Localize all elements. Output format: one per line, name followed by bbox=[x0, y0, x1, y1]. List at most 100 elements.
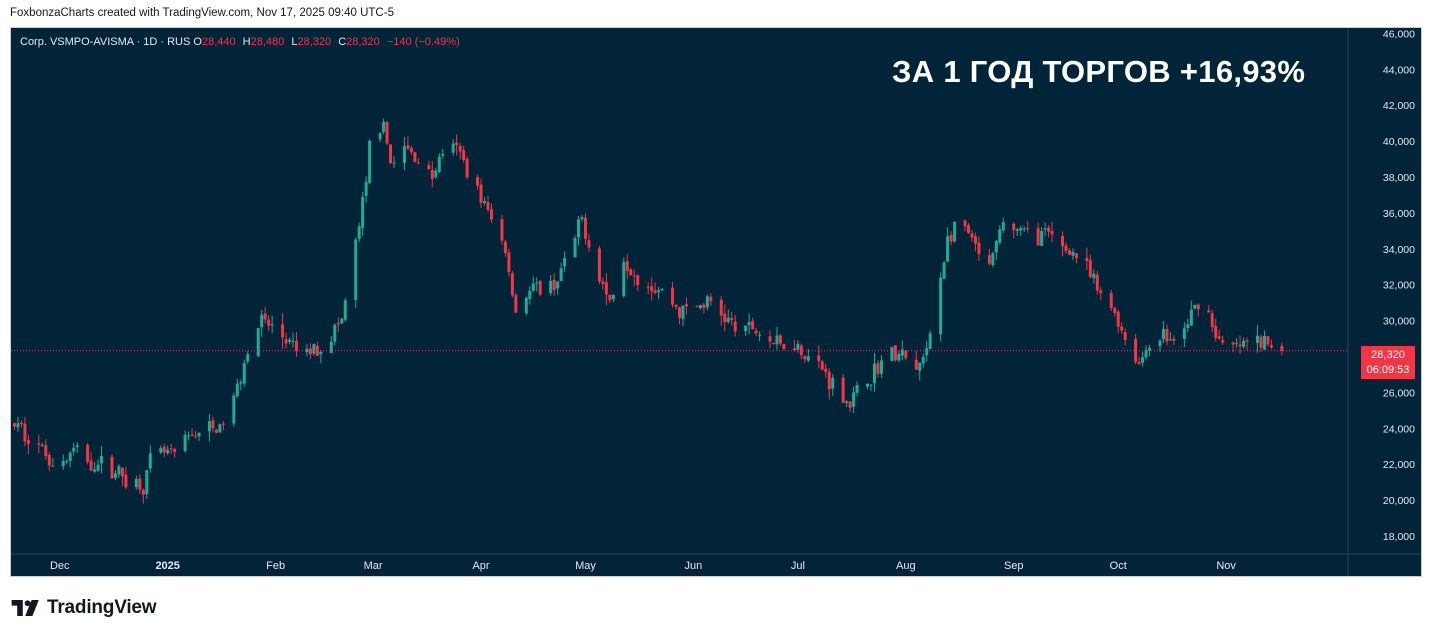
candle-body bbox=[653, 290, 657, 294]
candle-body bbox=[904, 350, 908, 359]
candle-body bbox=[977, 242, 981, 255]
candle-body bbox=[869, 384, 873, 386]
tradingview-logo-icon bbox=[11, 600, 39, 616]
x-tick-label: 2025 bbox=[155, 560, 179, 572]
candle-body bbox=[409, 147, 413, 153]
candle-body bbox=[872, 363, 876, 384]
candle-body bbox=[110, 456, 114, 479]
candle-body bbox=[796, 343, 800, 350]
candle-body bbox=[824, 368, 828, 372]
candle-body bbox=[23, 423, 27, 442]
y-tick-label: 38,000 bbox=[1383, 172, 1415, 184]
candle-body bbox=[942, 262, 946, 279]
candle-body bbox=[1071, 251, 1075, 256]
candle-body bbox=[1092, 273, 1096, 279]
candle-body bbox=[1217, 336, 1221, 339]
candle-body bbox=[1193, 304, 1197, 309]
chart-credit: FoxbonzaCharts created with TradingView.… bbox=[10, 7, 394, 19]
candle-body bbox=[1047, 227, 1051, 232]
candle-body bbox=[604, 282, 608, 295]
y-tick-label: 26,000 bbox=[1383, 387, 1415, 399]
candle-body bbox=[16, 423, 20, 428]
candle-body bbox=[312, 344, 316, 354]
candle-body bbox=[281, 324, 285, 338]
candle-body bbox=[1064, 245, 1068, 251]
candle-body bbox=[1186, 324, 1190, 328]
candle-body bbox=[848, 401, 852, 408]
candle-body bbox=[47, 454, 51, 466]
candle-body bbox=[681, 305, 685, 319]
y-tick-label: 32,000 bbox=[1383, 280, 1415, 292]
candle-body bbox=[845, 401, 849, 403]
close-value: 28,320 bbox=[346, 36, 380, 48]
candle-body bbox=[166, 449, 170, 454]
candle-body bbox=[1134, 338, 1138, 363]
candle-body bbox=[1242, 340, 1246, 347]
candle-body bbox=[232, 395, 236, 424]
y-tick-label: 22,000 bbox=[1383, 459, 1415, 471]
candle-body bbox=[597, 248, 601, 282]
candle-body bbox=[267, 319, 271, 326]
candle-body bbox=[1099, 290, 1103, 293]
high-label: H bbox=[242, 36, 251, 48]
candle-body bbox=[44, 445, 48, 457]
candle-body bbox=[580, 217, 584, 220]
low-label: L bbox=[291, 36, 298, 48]
candle-body bbox=[40, 445, 44, 447]
candle-body bbox=[758, 334, 762, 336]
candle-body bbox=[406, 145, 410, 149]
candle-body bbox=[1085, 258, 1089, 262]
candle-body bbox=[402, 146, 406, 163]
candle-body bbox=[778, 335, 782, 344]
candle-body bbox=[190, 434, 194, 436]
candle-body bbox=[1210, 313, 1214, 328]
price-chart[interactable]: 18,00020,00022,00024,00026,00028,00030,0… bbox=[11, 28, 1422, 577]
candle-body bbox=[479, 184, 483, 204]
candle-body bbox=[806, 356, 810, 361]
candle-body bbox=[288, 339, 292, 342]
candle-body bbox=[1235, 343, 1239, 345]
open-value: 28,440 bbox=[201, 36, 236, 48]
candle-body bbox=[430, 169, 434, 179]
candle-body bbox=[1026, 228, 1030, 230]
candle-body bbox=[629, 269, 633, 276]
candle-body bbox=[646, 286, 650, 288]
candle-body bbox=[333, 324, 337, 342]
x-tick-label: Feb bbox=[266, 560, 285, 572]
y-tick-label: 34,000 bbox=[1383, 244, 1415, 256]
candle-body bbox=[744, 325, 748, 332]
candle-body bbox=[305, 348, 309, 353]
candle-body bbox=[378, 133, 382, 140]
candle-body bbox=[747, 322, 751, 326]
candle-body bbox=[476, 177, 480, 186]
chart-panel[interactable]: 18,00020,00022,00024,00026,00028,00030,0… bbox=[10, 27, 1422, 577]
candle-body bbox=[625, 261, 629, 271]
y-tick-label: 18,000 bbox=[1383, 531, 1415, 543]
candle-body bbox=[970, 233, 974, 238]
candle-body bbox=[674, 304, 678, 308]
candle-body bbox=[678, 307, 681, 318]
candle-body bbox=[183, 434, 187, 452]
candle-body bbox=[1060, 235, 1064, 247]
candle-body bbox=[1043, 228, 1047, 230]
candle-body bbox=[214, 429, 218, 433]
candle-body bbox=[364, 181, 368, 196]
candle-body bbox=[705, 296, 709, 308]
candle-body bbox=[1189, 309, 1193, 326]
candle-body bbox=[723, 313, 727, 323]
last-price-value: 28,320 bbox=[1371, 349, 1405, 361]
candle-body bbox=[117, 466, 121, 475]
candle-body bbox=[660, 288, 664, 291]
candle-body bbox=[368, 140, 372, 183]
candle-body bbox=[827, 371, 831, 390]
candle-body bbox=[343, 300, 347, 320]
candle-body bbox=[563, 257, 567, 267]
x-tick-label: Jun bbox=[685, 560, 703, 572]
candle-body bbox=[12, 423, 16, 427]
candle-body bbox=[100, 455, 104, 464]
candle-body bbox=[291, 340, 295, 342]
candle-body bbox=[61, 461, 65, 467]
candle-body bbox=[319, 351, 323, 355]
candle-body bbox=[86, 444, 90, 462]
tradingview-logo[interactable]: TradingView bbox=[11, 597, 157, 619]
